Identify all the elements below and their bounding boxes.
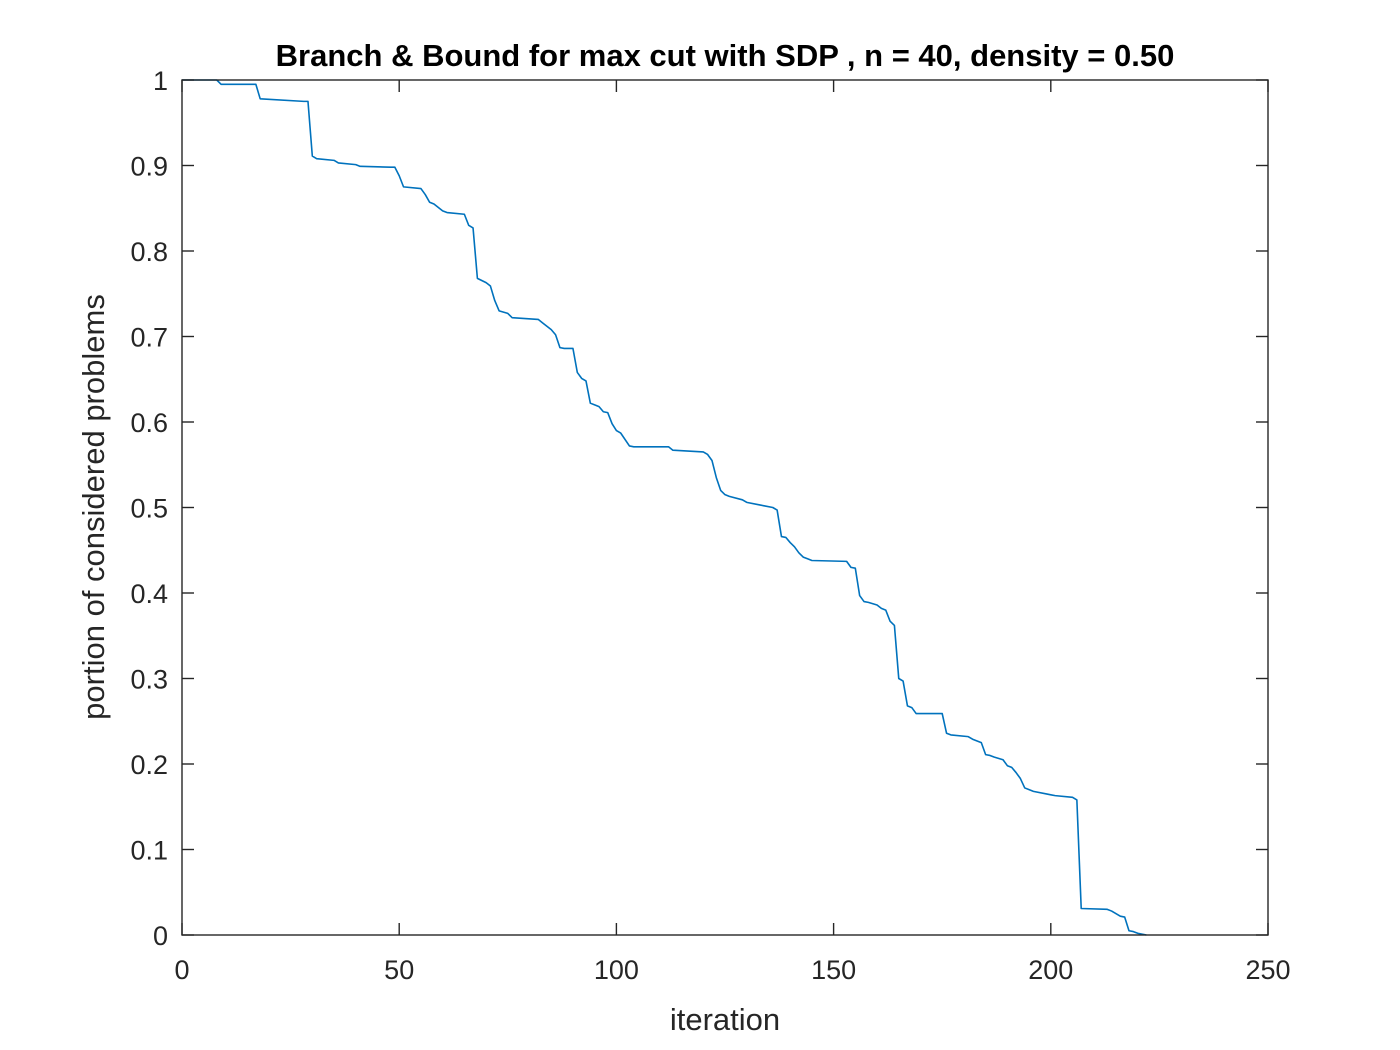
y-tick-label: 0.6 — [130, 408, 168, 438]
y-axis-title: portion of considered problems — [76, 294, 111, 720]
y-tick-label: 0.1 — [130, 836, 168, 866]
x-tick-label: 150 — [811, 955, 856, 985]
x-tick-label: 250 — [1245, 955, 1290, 985]
plot-area — [182, 80, 1268, 935]
y-tick-label: 0.9 — [130, 152, 168, 182]
y-tick-label: 0.2 — [130, 750, 168, 780]
axes-layer: 0 50 100 150 200 250 0 0.1 0.2 0.3 0.4 0.5 0.6 0.7 0.8… — [130, 66, 1290, 985]
series-line-0 — [182, 79, 1147, 936]
x-tick-label: 200 — [1028, 955, 1073, 985]
x-tick-label: 0 — [174, 955, 189, 985]
y-tick-label: 0.4 — [130, 579, 168, 609]
y-tick-label: 0.8 — [130, 237, 168, 267]
x-tick-label: 50 — [384, 955, 414, 985]
y-tick-label: 0.3 — [130, 665, 168, 695]
y-tick-label: 0.5 — [130, 494, 168, 524]
x-tick-label: 100 — [594, 955, 639, 985]
y-tick-label: 0 — [153, 921, 168, 951]
y-tick-label: 1 — [153, 66, 168, 96]
data-layer — [182, 79, 1147, 936]
chart-title: Branch & Bound for max cut with SDP , n … — [276, 38, 1175, 73]
y-tick-label: 0.7 — [130, 323, 168, 353]
x-axis-title: iteration — [670, 1002, 780, 1037]
